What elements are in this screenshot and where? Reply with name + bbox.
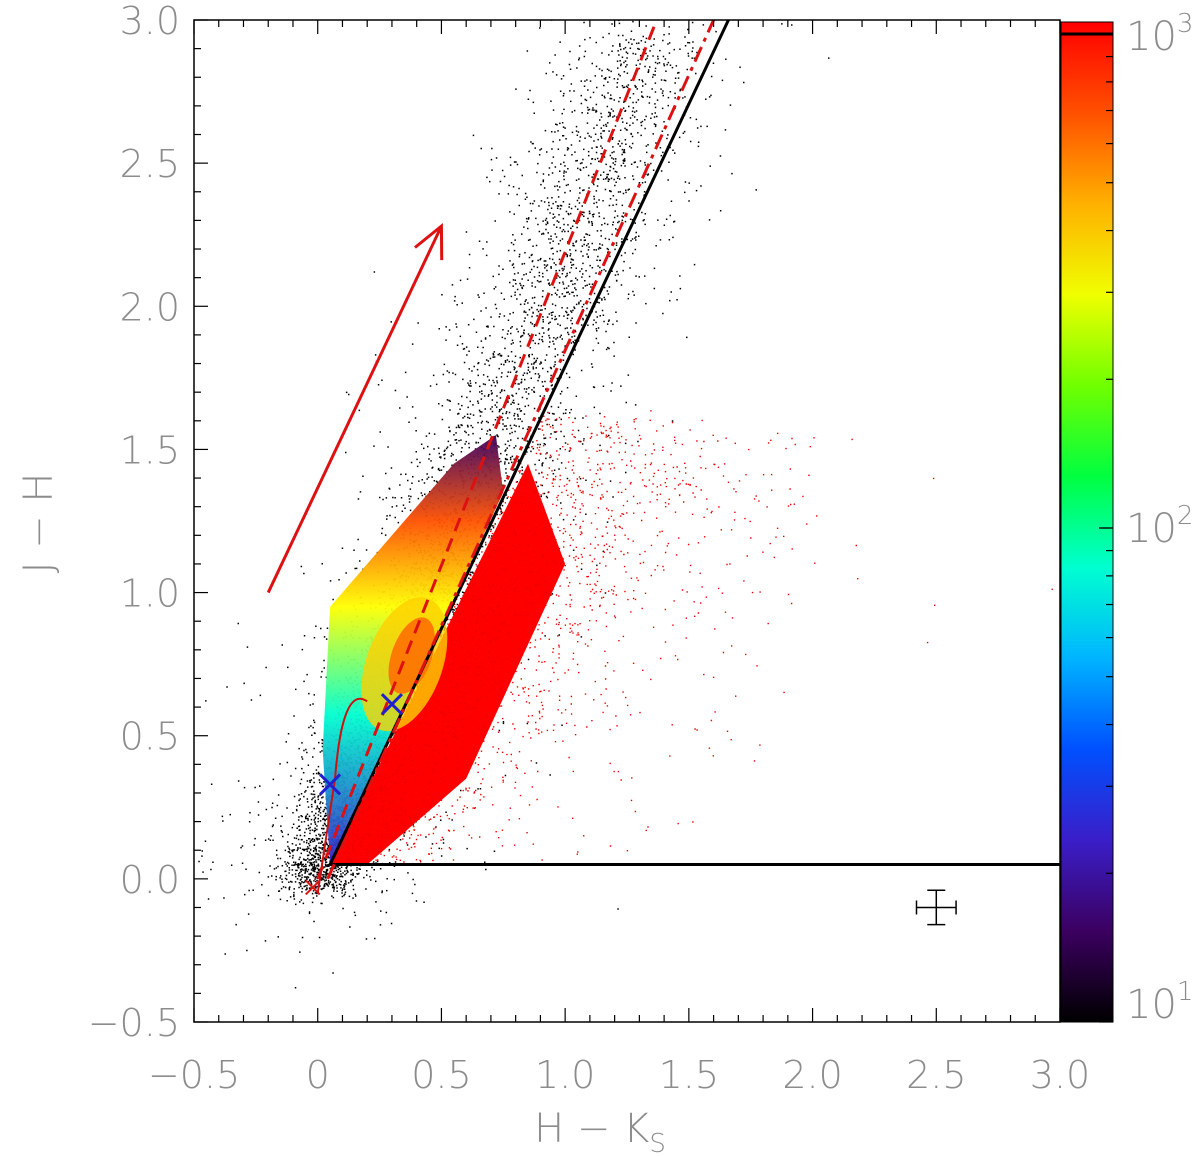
origin-cross	[305, 879, 321, 896]
y-tick-label: 2.5	[120, 142, 180, 186]
y-tick-label: −0.5	[88, 1001, 180, 1045]
density-map	[322, 435, 504, 865]
x-tick-label: 0	[306, 1053, 330, 1097]
colorbar-tick-label: 101	[1126, 977, 1193, 1028]
x-tick-label: 2.5	[906, 1053, 966, 1097]
x-tick-label: 1.0	[535, 1053, 595, 1097]
y-tick-label: 2.0	[120, 285, 180, 329]
x-tick-label: 2.0	[782, 1053, 842, 1097]
error-bar	[915, 889, 957, 926]
markers	[305, 693, 404, 896]
y-tick-label: 1.0	[120, 572, 180, 616]
red-point-cloud	[330, 410, 1053, 866]
plot-area	[198, 20, 1060, 989]
colorbar-gradient	[1060, 21, 1114, 1023]
y-tick-label: 1.5	[120, 428, 180, 472]
colorbar-tick-label: 102	[1126, 501, 1193, 552]
y-tick-label: 0.5	[120, 715, 180, 759]
blue-cross-2	[380, 693, 404, 716]
y-axis-title: J − H	[16, 473, 62, 574]
black-point-cloud	[198, 20, 830, 989]
density-core-orange	[388, 617, 435, 694]
x-tick-label: 0.5	[411, 1053, 471, 1097]
dash-dot-line	[326, 20, 715, 880]
reddening-vector	[266, 225, 443, 594]
blue-cross-1	[319, 773, 342, 796]
y-tick-label: 0.0	[120, 858, 180, 902]
x-tick-label: −0.5	[148, 1053, 240, 1097]
boundary-lines	[266, 20, 1060, 894]
black-points-path	[198, 20, 830, 989]
main-boundary	[328, 20, 730, 866]
colorbar-ticks: 101 102 103	[1099, 9, 1193, 1028]
x-axis-title: H − KS	[534, 1106, 666, 1156]
plot-frame	[193, 19, 1061, 1023]
colorbar: 101 102 103	[1060, 9, 1193, 1028]
colorbar-tick-label: 103	[1126, 9, 1193, 60]
x-tick-label: 1.5	[659, 1053, 719, 1097]
y-axis: −0.5 0.0 0.5 1.0 1.5 2.0 2.5 3.0	[88, 0, 208, 1045]
x-tick-label: 3.0	[1030, 1053, 1090, 1097]
red-dense-region	[330, 463, 566, 865]
intrinsic-locus-curve	[316, 697, 368, 894]
reddening-arrowhead	[414, 223, 444, 261]
x-axis: −0.5 0 0.5 1.0 1.5 2.0 2.5 3.0	[148, 20, 1090, 1097]
y-tick-label: 3.0	[120, 0, 180, 43]
